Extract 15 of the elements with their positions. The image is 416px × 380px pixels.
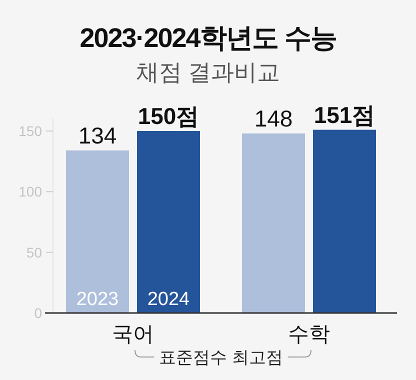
data-label: 134 [78,122,117,148]
series-label: 2024 [147,289,190,310]
series-label: 2023 [76,289,119,310]
bar [137,131,200,313]
data-label: 150점 [138,103,200,129]
bar [242,133,305,313]
data-label: 148 [254,105,293,132]
bar [66,150,129,313]
data-label: 151점 [314,102,376,128]
x-axis-title: 표준점수 최고점 [159,348,283,367]
chart-subtitle: 채점 결과비교 [136,59,280,85]
chart-title: 2023·2024학년도 수능 [80,23,336,53]
x-tick-label: 수학 [288,323,330,346]
bar [313,130,376,313]
x-tick-label: 국어 [112,323,154,346]
